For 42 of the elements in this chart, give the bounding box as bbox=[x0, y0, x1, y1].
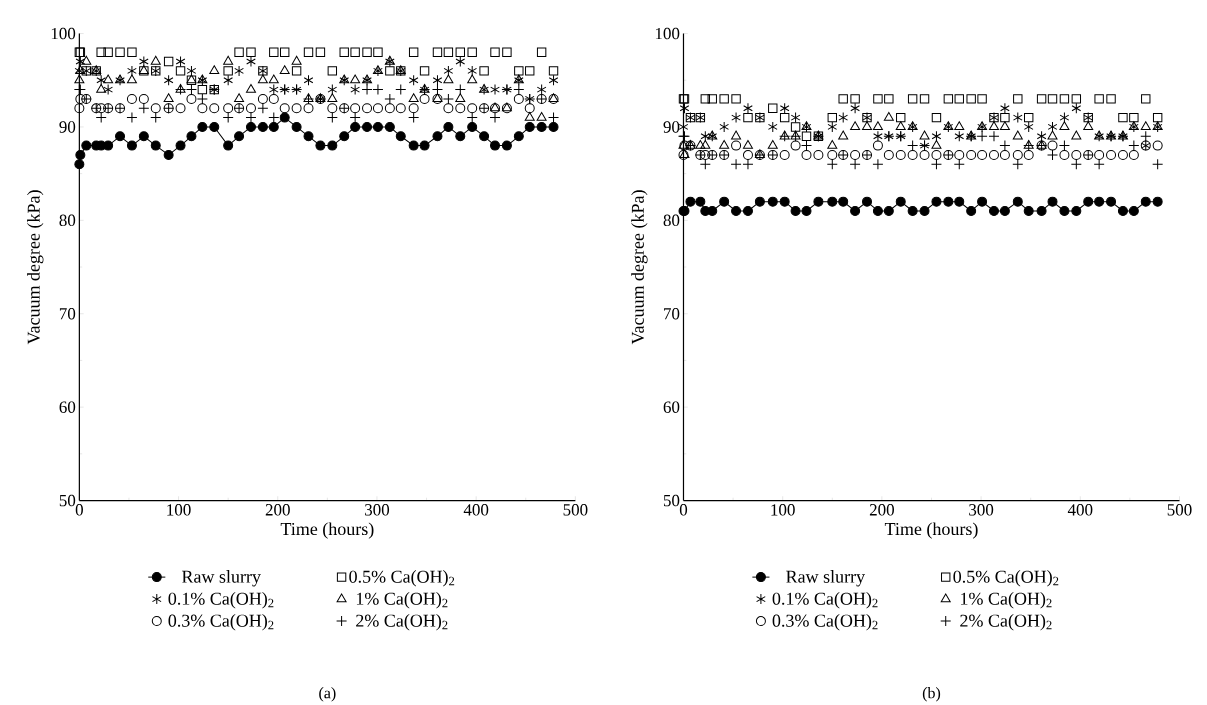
text: (b) bbox=[922, 687, 941, 702]
x-tick-label: 500 bbox=[563, 504, 588, 516]
y-tick-label: 60 bbox=[663, 401, 680, 413]
legend-label: 2% Ca(OH)$_{2}$ bbox=[960, 614, 1052, 631]
x-tick-label: 100 bbox=[167, 504, 191, 516]
y-tick-label: 60 bbox=[59, 401, 76, 413]
legend-label: 1% Ca(OH)$_{2}$ bbox=[961, 592, 1052, 609]
legend-label: 0.5% Ca(OH)$_{2}$ bbox=[953, 570, 1059, 587]
y-tick-label: 50 bbox=[663, 494, 680, 507]
x-tick-label: 300 bbox=[969, 504, 994, 516]
x-axis-title: Time (hours) bbox=[280, 522, 374, 539]
legend-label: Raw slurry bbox=[181, 570, 261, 587]
legend-label: 0.3% Ca(OH)$_{2}$ bbox=[772, 614, 878, 631]
x-tick-label: 500 bbox=[1167, 504, 1192, 516]
legend-label: 0.3% Ca(OH)$_{2}$ bbox=[168, 614, 274, 631]
x-tick-label: 0 bbox=[75, 504, 83, 516]
y-tick-label: 70 bbox=[59, 308, 76, 320]
y-tick-label: 90 bbox=[663, 121, 680, 133]
y-tick-label: 80 bbox=[59, 214, 76, 227]
y-axis-title: Vacuum degree (kPa) bbox=[631, 190, 648, 345]
x-tick-label: 200 bbox=[265, 504, 290, 516]
x-tick-label: 400 bbox=[1067, 504, 1093, 516]
text: (a) bbox=[319, 687, 336, 702]
y-tick-label: 90 bbox=[59, 121, 76, 133]
legend-label: Raw slurry bbox=[786, 570, 866, 587]
y-tick-label: 50 bbox=[59, 494, 76, 507]
legend-label: 0.1% Ca(OH)$_{2}$ bbox=[168, 592, 274, 609]
y-tick-label: 100 bbox=[51, 27, 76, 40]
x-axis-title: Time (hours) bbox=[884, 522, 978, 539]
x-tick-label: 100 bbox=[771, 504, 795, 516]
legend-label: 0.1% Ca(OH)$_{2}$ bbox=[772, 592, 878, 609]
x-tick-label: 200 bbox=[869, 504, 894, 516]
legend-label: 0.5% Ca(OH)$_{2}$ bbox=[349, 570, 455, 587]
y-axis-title: Vacuum degree (kPa) bbox=[27, 190, 44, 345]
x-tick-label: 0 bbox=[679, 504, 688, 516]
legend-label: 1% Ca(OH)$_{2}$ bbox=[356, 592, 448, 609]
x-tick-label: 300 bbox=[365, 504, 390, 516]
x-tick-label: 400 bbox=[463, 504, 489, 516]
legend-label: 2% Ca(OH)$_{2}$ bbox=[356, 614, 448, 631]
y-tick-label: 80 bbox=[663, 214, 680, 227]
y-tick-label: 70 bbox=[664, 308, 680, 320]
y-tick-label: 100 bbox=[655, 27, 680, 40]
